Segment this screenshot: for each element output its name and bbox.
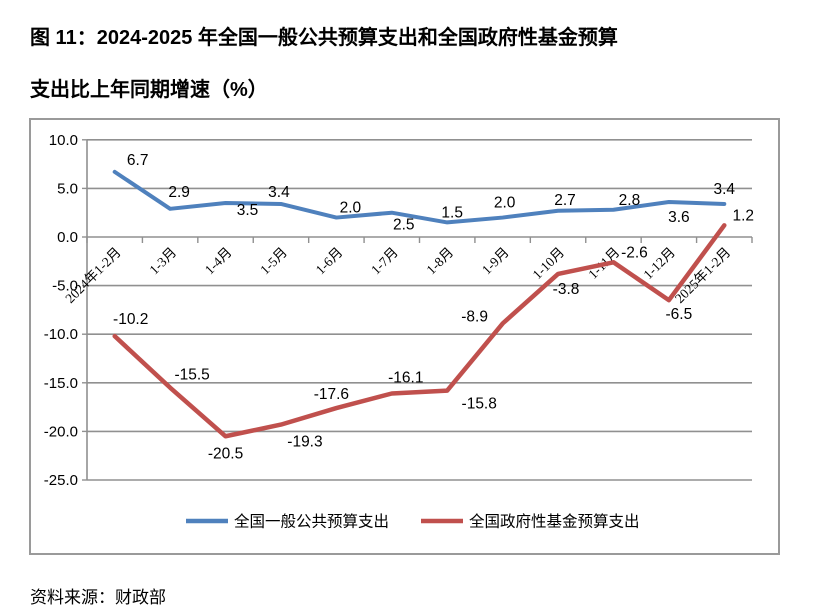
legend-label-blue: 全国一般公共预算支出 <box>234 512 389 531</box>
data-label: 2.5 <box>393 217 415 234</box>
y-axis-label: 0.0 <box>57 229 78 246</box>
data-label: -17.6 <box>314 386 349 403</box>
figure-title-line1: 图 11：2024-2025 年全国一般公共预算支出和全国政府性基金预算 <box>30 27 618 49</box>
data-label: -8.9 <box>461 309 488 326</box>
data-label: -2.6 <box>621 244 648 261</box>
x-axis-label: 1-10月 <box>530 245 568 283</box>
x-axis-label: 1-5月 <box>257 245 290 278</box>
y-axis-label: 5.0 <box>57 180 78 197</box>
x-axis-label: 1-7月 <box>368 245 401 278</box>
data-label: 3.4 <box>714 181 736 198</box>
x-axis-label: 1-6月 <box>313 245 346 278</box>
data-label: 3.6 <box>668 209 690 226</box>
data-label: 6.7 <box>127 152 149 169</box>
data-label: 2.8 <box>619 192 641 209</box>
data-label: -19.3 <box>287 434 322 451</box>
series-line-red <box>112 223 727 439</box>
data-label: 3.4 <box>268 184 290 201</box>
figure-title-line2: 支出比上年同期增速（%） <box>30 79 268 101</box>
data-label: 1.5 <box>441 204 463 221</box>
source-note: 资料来源：财政部 <box>30 588 166 607</box>
chart-canvas: 10.0 5.0 0.0 -5.0 -10.0 -15.0 -20.0 -25.0 2024年1… <box>44 132 755 531</box>
x-axis-label: 1-4月 <box>202 245 235 278</box>
data-label: 1.2 <box>733 207 755 224</box>
y-axis-label: -10.0 <box>44 326 78 343</box>
y-axis-label: -15.0 <box>44 375 78 392</box>
data-label: 2.9 <box>168 184 190 201</box>
y-axis-label: -20.0 <box>44 423 78 440</box>
data-label: 2.0 <box>340 200 362 217</box>
data-label: -15.8 <box>462 396 497 413</box>
series-line-blue <box>112 169 727 225</box>
x-axis-label: 1-9月 <box>479 245 512 278</box>
data-label: 2.0 <box>494 195 516 212</box>
data-label: -15.5 <box>174 367 209 384</box>
x-axis-label: 2024年1-2月 <box>62 245 124 307</box>
data-label: -16.1 <box>388 369 423 386</box>
data-label: 2.7 <box>554 192 576 209</box>
y-axis-label: -5.0 <box>52 278 78 295</box>
x-axis-label: 1-8月 <box>423 245 456 278</box>
chart-area: 10.0 5.0 0.0 -5.0 -10.0 -15.0 -20.0 -25.0 2024年1… <box>29 118 780 555</box>
x-axis-label: 1-3月 <box>146 245 179 278</box>
data-label: 3.5 <box>237 202 259 219</box>
data-label: -3.8 <box>553 281 580 298</box>
legend-label-red: 全国政府性基金预算支出 <box>469 512 640 531</box>
y-axis-label: 10.0 <box>49 132 78 149</box>
figure-title: 图 11：2024-2025 年全国一般公共预算支出和全国政府性基金预算 支出比… <box>30 12 810 116</box>
data-label: -6.5 <box>666 306 693 323</box>
y-axis-label: -25.0 <box>44 472 78 489</box>
data-label: -20.5 <box>208 445 243 462</box>
data-label: -10.2 <box>113 311 148 328</box>
